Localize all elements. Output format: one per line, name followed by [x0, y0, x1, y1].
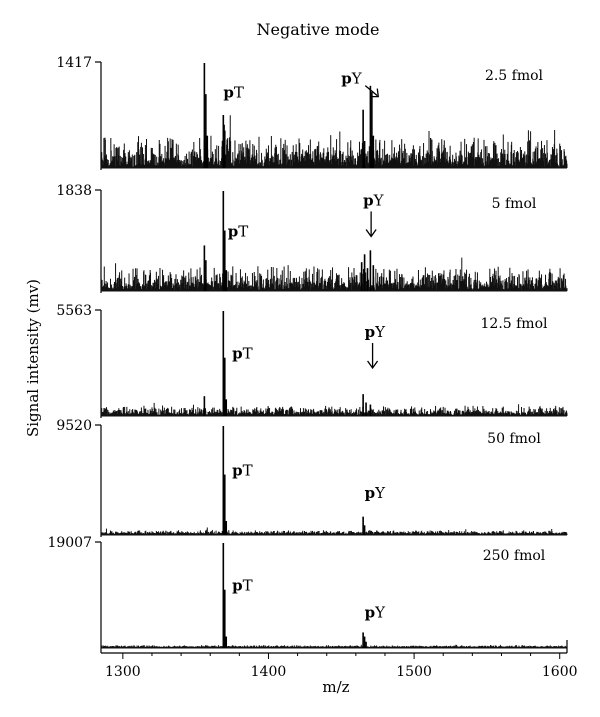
peak-annotation: pY — [365, 484, 387, 502]
panel-concentration-label: 50 fmol — [487, 431, 541, 447]
peak-annotation: pT — [223, 84, 244, 102]
x-tick-label: 1300 — [105, 664, 141, 680]
spectrum-panel: 1838 5 fmol pT pY — [56, 183, 568, 293]
y-axis-label: Signal intensity (mv) — [24, 279, 42, 437]
arrow-head-icon — [365, 229, 377, 238]
panel-ymax-label: 19007 — [47, 535, 92, 551]
peak-annotation: pT — [228, 222, 249, 240]
panel-concentration-label: 12.5 fmol — [481, 316, 549, 332]
spectra-panels: 1417 2.5 fmol pT pY 1838 5 fmol pT pY 5563 12.5 f… — [47, 55, 568, 650]
spectrum-panel: 1417 2.5 fmol pT pY — [56, 55, 568, 170]
panel-ymax-label: 1417 — [56, 55, 92, 71]
arrow-icon — [364, 85, 378, 97]
peak-annotation: pT — [232, 345, 253, 363]
chart-title: Negative mode — [257, 20, 380, 39]
x-tick-label: 1500 — [396, 664, 432, 680]
arrow-head-icon — [370, 88, 380, 98]
arrow-head-icon — [367, 360, 379, 370]
peak-annotation: pY — [365, 323, 387, 341]
x-tick-label: 1400 — [251, 664, 287, 680]
panel-concentration-label: 250 fmol — [483, 548, 546, 564]
panel-ymax-label: 1838 — [56, 183, 92, 199]
spectrum-trace — [100, 426, 568, 535]
x-axis: 1300 1400 1500 1600 — [100, 640, 578, 680]
spectrum-trace — [100, 543, 568, 648]
panel-ymax-label: 9520 — [56, 418, 92, 434]
spectrum-panel: 5563 12.5 fmol pT pY — [56, 303, 568, 418]
spectrum-panel: 19007 250 fmol pT pY — [47, 535, 568, 650]
peak-annotation: pT — [232, 577, 253, 595]
peak-annotation: pT — [232, 461, 253, 479]
peak-annotation: pY — [341, 70, 363, 88]
x-axis-label: m/z — [322, 678, 349, 696]
panel-concentration-label: 5 fmol — [492, 196, 537, 212]
panel-concentration-label: 2.5 fmol — [485, 68, 544, 84]
spectrum-panel: 9520 50 fmol pT pY — [56, 418, 568, 537]
peak-annotation: pY — [365, 604, 387, 622]
x-tick-label: 1600 — [542, 664, 578, 680]
panel-ymax-label: 5563 — [56, 303, 92, 319]
peak-annotation: pY — [363, 191, 385, 209]
